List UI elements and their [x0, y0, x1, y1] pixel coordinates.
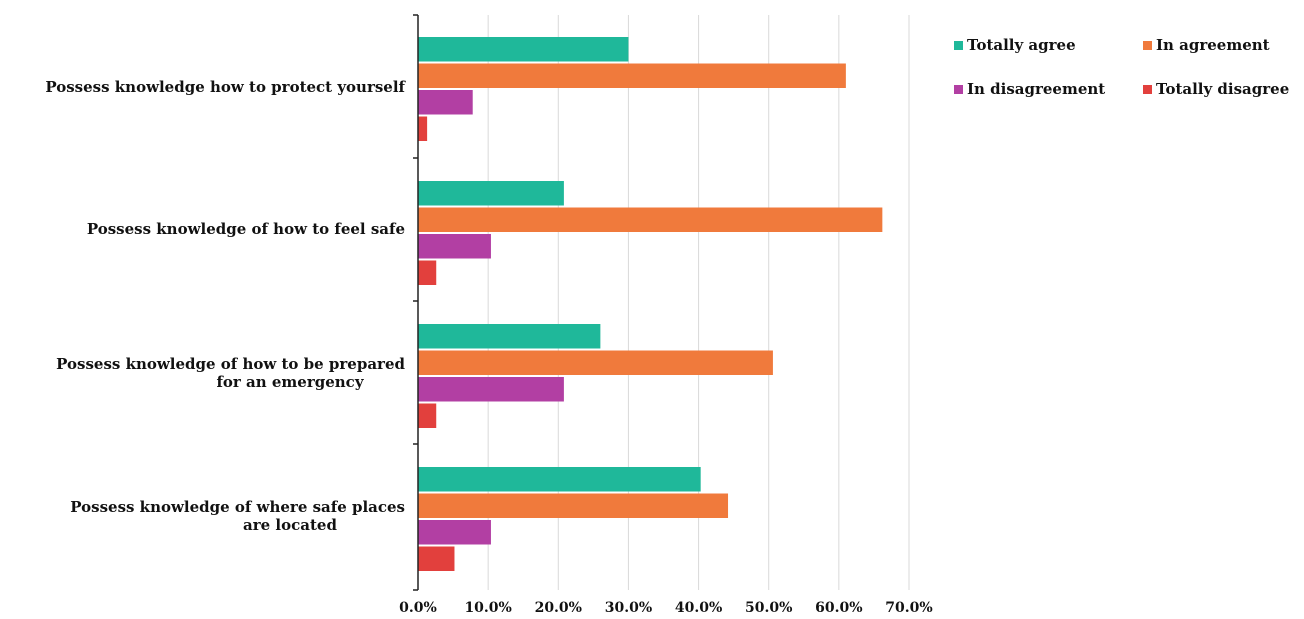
bar-in-disagreement: [418, 377, 564, 402]
category-label: for an emergency: [216, 373, 364, 391]
legend-label-in-agreement: In agreement: [1156, 36, 1270, 54]
x-tick-label: 70.0%: [885, 600, 932, 616]
x-tick-label: 20.0%: [535, 600, 582, 616]
bar-in-agreement: [418, 493, 729, 518]
bar-totally-disagree: [418, 116, 428, 141]
legend-swatch-in-disagreement: [954, 85, 963, 94]
bar-in-agreement: [418, 350, 773, 375]
legend-swatch-totally-disagree: [1143, 85, 1152, 94]
bar-totally-agree: [418, 181, 564, 206]
category-label: Possess knowledge of how to feel safe: [87, 220, 405, 238]
x-tick-label: 60.0%: [815, 600, 862, 616]
x-tick-label: 0.0%: [399, 600, 437, 616]
bar-totally-disagree: [418, 403, 437, 428]
legend-label-totally-agree: Totally agree: [967, 36, 1076, 54]
x-tick-label: 40.0%: [675, 600, 722, 616]
bar-totally-disagree: [418, 260, 437, 285]
legend-label-in-disagreement: In disagreement: [967, 80, 1105, 98]
legend-swatch-in-agreement: [1143, 41, 1152, 50]
bar-totally-disagree: [418, 546, 455, 571]
category-label: are located: [243, 516, 337, 534]
legend-swatch-totally-agree: [954, 41, 963, 50]
bar-totally-agree: [418, 324, 601, 349]
bar-in-disagreement: [418, 234, 491, 259]
bar-totally-agree: [418, 37, 629, 62]
x-tick-label: 50.0%: [745, 600, 792, 616]
bar-in-agreement: [418, 207, 883, 232]
x-tick-label: 10.0%: [464, 600, 511, 616]
legend-label-totally-disagree: Totally disagree: [1156, 80, 1289, 98]
category-label: Possess knowledge of where safe places: [70, 498, 405, 516]
bar-in-disagreement: [418, 520, 491, 545]
bar-in-disagreement: [418, 90, 473, 115]
bar-in-agreement: [418, 63, 846, 88]
bar-totally-agree: [418, 467, 701, 492]
category-label: Possess knowledge how to protect yoursel…: [45, 78, 406, 96]
category-label: Possess knowledge of how to be prepared: [56, 355, 405, 373]
x-tick-label: 30.0%: [605, 600, 652, 616]
